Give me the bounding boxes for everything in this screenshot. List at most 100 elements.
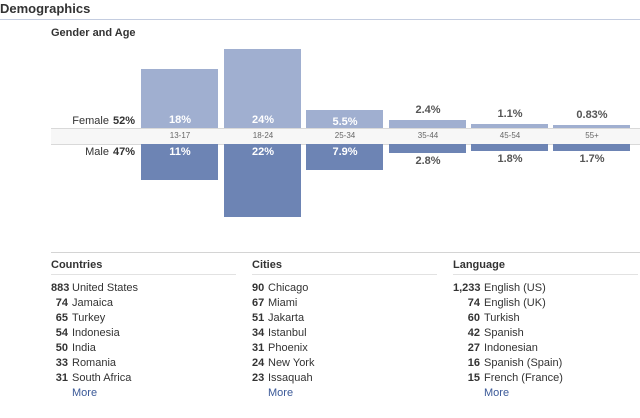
countries-item-count: 50 — [55, 342, 68, 354]
female-value-label-55+: 0.83% — [576, 109, 608, 121]
language-item-name: Turkish — [484, 312, 520, 324]
countries-item-name: South Africa — [72, 372, 132, 384]
age-tick-label-55+: 55+ — [585, 131, 599, 140]
language-item-count: 42 — [467, 327, 480, 339]
female-bar-13-17 — [141, 68, 218, 128]
language-list-item: 42 Spanish — [453, 326, 638, 341]
female-bar-25-34 — [306, 109, 383, 128]
male-bar-35-44 — [389, 144, 466, 154]
countries-rows: 883 United States 74 Jamaica 65 Turkey 54 Indon… — [51, 281, 236, 386]
page-header: Demographics — [0, 0, 640, 20]
language-more-link[interactable]: More — [484, 387, 510, 399]
age-tick-label-18-24: 18-24 — [252, 131, 274, 140]
language-item-name: English (US) — [484, 282, 546, 294]
language-list: Language 1,233 English (US) 74 English (UK)… — [453, 259, 638, 401]
countries-item-count: 33 — [55, 357, 68, 369]
language-item-count: 15 — [467, 372, 480, 384]
gender-age-chart: Female 52% Male 47% 18% 11% 13-17 24% 22% 18-24… — [51, 48, 640, 217]
cities-list-item: 67 Miami — [252, 296, 437, 311]
cities-list-item: 34 Istanbul — [252, 326, 437, 341]
countries-list-item: 31 South Africa — [51, 371, 236, 386]
age-tick-label-25-34: 25-34 — [334, 131, 356, 140]
cities-item-name: Phoenix — [268, 342, 308, 354]
cities-list-item: 31 Phoenix — [252, 341, 437, 356]
countries-list-item: 54 Indonesia — [51, 326, 236, 341]
language-list-item: 16 Spanish (Spain) — [453, 356, 638, 371]
language-item-count: 27 — [467, 342, 480, 354]
female-bar-35-44 — [389, 120, 466, 128]
countries-item-count: 65 — [55, 312, 68, 324]
language-item-count: 74 — [467, 297, 480, 309]
male-value-label-18-24: 22% — [251, 146, 275, 158]
cities-list-item: 51 Jakarta — [252, 311, 437, 326]
page-title: Demographics — [0, 1, 91, 16]
language-item-name: French (France) — [484, 372, 563, 384]
cities-item-count: 24 — [252, 357, 265, 369]
language-list-item: 27 Indonesian — [453, 341, 638, 356]
male-label-text: Male — [85, 146, 109, 158]
cities-item-count: 67 — [252, 297, 265, 309]
male-label: Male 47% — [51, 146, 135, 158]
male-bar-45-54 — [471, 144, 548, 151]
female-bar-18-24 — [224, 48, 301, 128]
countries-item-name: India — [72, 342, 96, 354]
countries-item-name: Jamaica — [72, 297, 113, 309]
countries-list-item: 65 Turkey — [51, 311, 236, 326]
countries-item-name: United States — [72, 282, 139, 294]
countries-item-count: 883 — [51, 282, 70, 294]
language-rows: 1,233 English (US) 74 English (UK) 60 Turkish… — [453, 281, 638, 386]
language-item-name: English (UK) — [484, 297, 546, 309]
female-value-label-45-54: 1.1% — [497, 108, 523, 121]
male-value-label-35-44: 2.8% — [415, 155, 441, 168]
language-list-item: 60 Turkish — [453, 311, 638, 326]
cities-item-name: Chicago — [268, 282, 309, 294]
countries-item-name: Turkey — [72, 312, 106, 324]
age-tick-label-13-17: 13-17 — [169, 131, 191, 140]
language-item-name: Spanish — [484, 327, 524, 339]
female-bar-45-54 — [471, 124, 548, 128]
countries-item-count: 31 — [55, 372, 68, 384]
cities-list-item: 24 New York — [252, 356, 437, 371]
cities-title: Cities — [252, 259, 437, 275]
cities-rows: 90 Chicago 67 Miami 51 Jakarta 34 Istanbul 31 Pho… — [252, 281, 437, 386]
cities-item-name: Issaquah — [268, 372, 313, 384]
female-value-label-18-24: 24% — [251, 114, 275, 126]
language-item-name: Spanish (Spain) — [484, 357, 563, 369]
cities-more-link[interactable]: More — [268, 387, 294, 399]
male-bar-13-17 — [141, 144, 218, 181]
male-value-label-13-17: 11% — [169, 146, 191, 158]
countries-item-count: 54 — [55, 327, 68, 339]
cities-list-item: 23 Issaquah — [252, 371, 437, 386]
cities-item-name: Istanbul — [268, 327, 307, 339]
language-title: Language — [453, 259, 638, 275]
cities-item-count: 31 — [252, 342, 265, 354]
countries-item-name: Romania — [72, 357, 117, 369]
section-divider — [51, 252, 640, 253]
male-percent: 47% — [112, 146, 135, 158]
cities-item-count: 90 — [252, 282, 265, 294]
countries-list: Countries 883 United States 74 Jamaica 65 Tur… — [51, 259, 236, 401]
language-item-count: 1,233 — [453, 282, 481, 294]
cities-list-item: 90 Chicago — [252, 281, 437, 296]
countries-more-link[interactable]: More — [72, 387, 98, 399]
cities-item-name: New York — [268, 357, 315, 369]
countries-item-count: 74 — [55, 297, 68, 309]
female-value-label-13-17: 18% — [168, 114, 192, 126]
cities-item-count: 34 — [252, 327, 265, 339]
language-list-item: 15 French (France) — [453, 371, 638, 386]
language-item-name: Indonesian — [484, 342, 538, 354]
female-label-text: Female — [72, 115, 109, 127]
male-value-label-25-34: 7.9% — [332, 146, 358, 158]
male-bar-55+ — [553, 144, 630, 151]
countries-list-item: 50 India — [51, 341, 236, 356]
male-value-label-45-54: 1.8% — [497, 153, 523, 165]
language-list-item: 1,233 English (US) — [453, 281, 638, 296]
male-value-label-55+: 1.7% — [579, 153, 605, 165]
cities-item-count: 23 — [252, 372, 265, 384]
female-value-label-35-44: 2.4% — [415, 104, 441, 117]
male-bar-18-24 — [224, 144, 301, 217]
age-tick-label-35-44: 35-44 — [417, 131, 439, 140]
gender-age-title: Gender and Age — [51, 27, 136, 39]
female-value-label-25-34: 5.5% — [332, 115, 358, 128]
female-bar-55+ — [553, 125, 630, 128]
